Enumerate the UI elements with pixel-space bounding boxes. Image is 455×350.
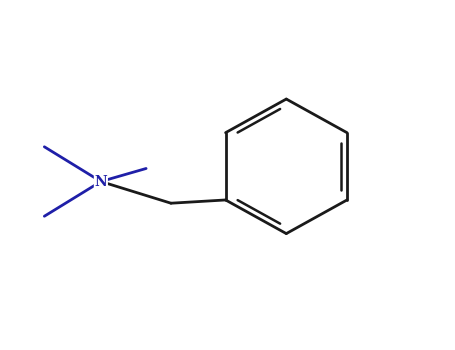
Text: N: N bbox=[95, 175, 107, 189]
